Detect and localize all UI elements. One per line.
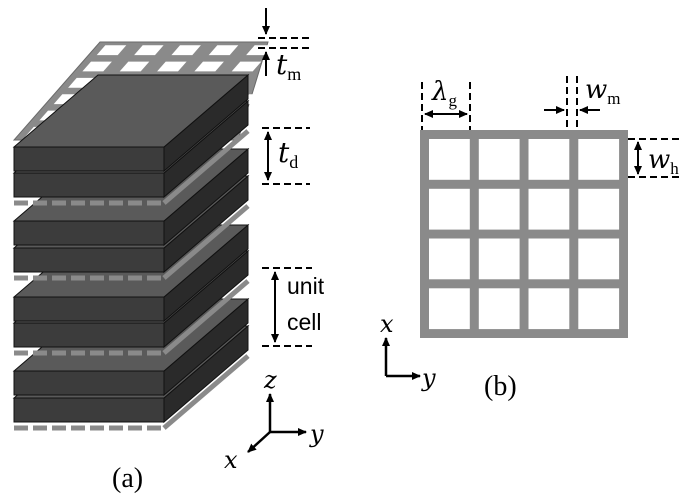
unit-cell-dimension — [262, 267, 312, 347]
axis-y-label-a: y — [309, 420, 324, 448]
td-label: td — [278, 136, 298, 172]
caption-b: (b) — [484, 371, 517, 402]
grid-hole — [429, 188, 470, 230]
grid-hole — [578, 238, 620, 280]
mesh-hole — [194, 61, 224, 72]
axis-z-label: z — [263, 366, 277, 394]
mesh-hole — [269, 61, 299, 72]
grid-hole — [478, 188, 520, 230]
grid-hole — [528, 288, 570, 330]
grid-hole — [578, 139, 620, 180]
grid-hole — [478, 238, 520, 280]
axes-a — [247, 393, 307, 453]
grid-hole — [578, 288, 620, 330]
grid-hole — [528, 188, 570, 230]
axis-x-label-a: x — [224, 446, 238, 474]
tm-dimension — [258, 8, 312, 76]
axis-y-label-b: y — [421, 364, 436, 392]
mesh-hole — [96, 45, 127, 56]
grid-hole — [578, 188, 620, 230]
panel-a-stack — [12, 41, 313, 431]
unit-cell-label-line1: unit — [287, 273, 325, 299]
tm-label: tm — [276, 48, 301, 84]
grid-hole — [478, 139, 520, 180]
td-dimension — [262, 127, 310, 185]
grid-hole — [429, 288, 470, 330]
grid-hole — [429, 139, 470, 180]
thin-metal-mesh — [14, 129, 250, 206]
thin-metal-mesh — [14, 204, 250, 281]
caption-a: (a) — [112, 463, 143, 494]
wh-dimension — [628, 138, 679, 178]
mesh-hole — [119, 61, 150, 72]
wm-dimension — [544, 76, 600, 130]
mesh-hole — [208, 45, 239, 56]
wh-label: wh — [648, 145, 679, 178]
mesh-grid-b — [420, 130, 628, 338]
grid-hole — [528, 139, 570, 180]
lambda-g-label: λg — [431, 77, 457, 110]
thin-metal-mesh — [14, 279, 250, 356]
grid-hole — [478, 288, 520, 330]
mesh-hole — [134, 45, 164, 56]
mesh-hole — [82, 61, 112, 72]
unit-cell-label-line2: cell — [287, 309, 322, 335]
mesh-hole — [254, 77, 285, 88]
mesh-hole — [171, 45, 201, 56]
axes-b — [382, 337, 421, 380]
mesh-hole — [231, 61, 262, 72]
grid-hole — [429, 238, 470, 280]
wm-label: wm — [585, 75, 621, 108]
mesh-hole — [283, 45, 313, 56]
axis-x-label-b: x — [380, 310, 394, 338]
mesh-hole — [157, 61, 187, 72]
grid-hole — [528, 238, 570, 280]
dielectric-slab — [12, 73, 250, 173]
dielectric-slabs — [12, 73, 250, 431]
lambda-g-dimension — [421, 82, 471, 130]
thin-metal-mesh — [14, 354, 250, 431]
